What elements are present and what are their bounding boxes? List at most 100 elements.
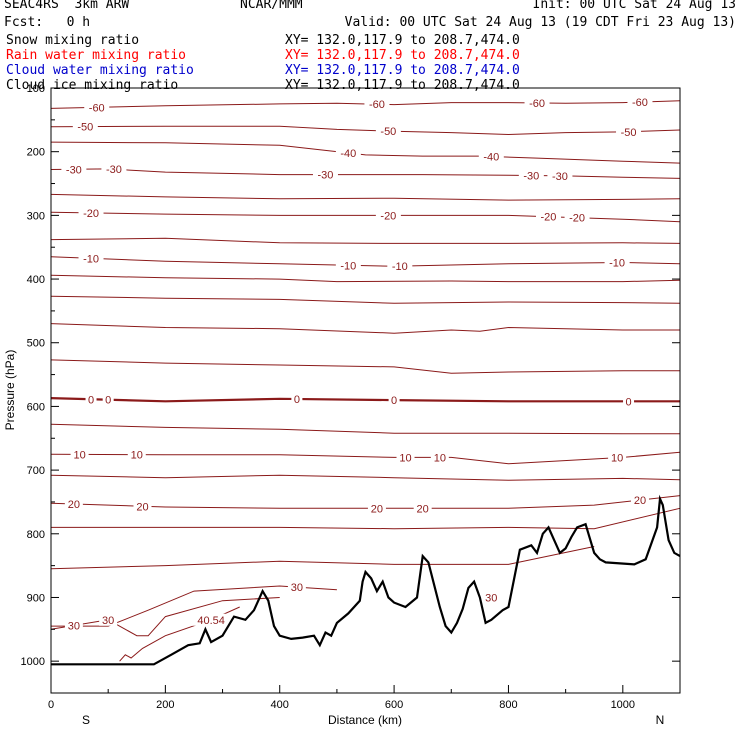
valid-label: Valid: 00 UTC Sat 24 Aug 13 (19 CDT Fri … bbox=[344, 15, 736, 30]
contour-label-bg bbox=[78, 206, 104, 219]
contour-label-bg bbox=[72, 120, 98, 133]
contour-label-bg bbox=[367, 502, 386, 515]
contour-label-bg bbox=[78, 252, 104, 265]
contour-label-18: -10 bbox=[83, 253, 99, 265]
contour-label-bg bbox=[630, 494, 649, 507]
contour-label-bg bbox=[99, 613, 118, 626]
contour-label-bg bbox=[524, 96, 550, 109]
contour-label-bg bbox=[64, 619, 83, 632]
contour-line-13 bbox=[50, 423, 680, 435]
contour-label-bg bbox=[335, 259, 361, 272]
plot-frame bbox=[50, 87, 681, 694]
contour-line-4 bbox=[50, 193, 681, 201]
contour-label-21: -10 bbox=[609, 258, 625, 270]
x-end-label-right: N bbox=[656, 713, 665, 727]
contour-label-bg bbox=[535, 210, 561, 223]
contour-label-bg bbox=[413, 502, 432, 515]
contour-label-10: -30 bbox=[106, 164, 122, 176]
contour-label-bg bbox=[608, 451, 627, 464]
contour-label-1: -60 bbox=[369, 99, 385, 111]
contour-label-39: 30 bbox=[102, 615, 114, 627]
y-tick-label-1: 200 bbox=[27, 147, 45, 159]
contour-label-bg bbox=[375, 125, 401, 138]
contour-label-bg bbox=[547, 169, 573, 182]
terrain-layer bbox=[51, 494, 681, 666]
y-tick-label-3: 400 bbox=[27, 274, 45, 286]
contour-label-31: 10 bbox=[611, 453, 623, 465]
field-xy-cloud-water: XY= 132.0,117.9 to 208.7,474.0 bbox=[285, 63, 520, 78]
contour-label-0: -60 bbox=[89, 102, 105, 114]
x-tick-label-4: 800 bbox=[499, 699, 517, 711]
fcst-label: Fcst: 0 h bbox=[4, 15, 91, 30]
x-end-label-left: S bbox=[82, 713, 90, 727]
center-label: NCAR/MMM bbox=[240, 0, 303, 12]
contour-label-7: -40 bbox=[340, 148, 356, 160]
contour-line-10 bbox=[50, 323, 680, 334]
field-name-snow: Snow mixing ratio bbox=[6, 33, 140, 48]
contour-label-15: -20 bbox=[380, 210, 396, 222]
contour-label-35: 20 bbox=[417, 503, 429, 515]
terrain-line bbox=[51, 494, 681, 666]
contour-label-34: 20 bbox=[371, 503, 383, 515]
contour-line-14 bbox=[50, 451, 681, 465]
contour-label-41: 40.54 bbox=[197, 615, 225, 627]
x-tick-label-1: 200 bbox=[156, 699, 174, 711]
contour-line-18 bbox=[50, 546, 595, 570]
contour-label-2: -60 bbox=[529, 98, 545, 110]
contour-label-16: -20 bbox=[541, 212, 557, 224]
field-xy-rain: XY= 132.0,117.9 to 208.7,474.0 bbox=[285, 48, 520, 63]
contour-label-32: 20 bbox=[68, 499, 80, 511]
x-tick-label-3: 600 bbox=[385, 699, 403, 711]
contour-label-8: -40 bbox=[483, 152, 499, 164]
contour-label-bg bbox=[127, 448, 146, 461]
contour-line-7 bbox=[50, 256, 681, 267]
contour-label-bg bbox=[291, 392, 303, 405]
contour-label-bg bbox=[388, 394, 400, 407]
contour-line-12 bbox=[50, 397, 680, 403]
contour-label-bg bbox=[604, 256, 630, 269]
contour-label-19: -10 bbox=[340, 260, 356, 272]
x-tick-label-2: 400 bbox=[271, 699, 289, 711]
y-axis-label: Pressure (hPa) bbox=[3, 350, 17, 431]
x-tick-label-0: 0 bbox=[48, 699, 54, 711]
contour-label-36: 20 bbox=[634, 495, 646, 507]
contour-label-bg bbox=[287, 581, 306, 594]
contour-label-26: 0 bbox=[625, 396, 631, 408]
contour-line-11 bbox=[50, 359, 680, 374]
contour-label-bg bbox=[518, 169, 544, 182]
contour-label-bg bbox=[396, 451, 415, 464]
contour-label-9: -30 bbox=[66, 164, 82, 176]
contour-layer: -60 -60 -60 -60 -50 -50 -50 -40 -40 -30 -30 -30 -30 -… bbox=[50, 96, 681, 662]
y-tick-label-2: 300 bbox=[27, 210, 45, 222]
contour-label-5: -50 bbox=[380, 126, 396, 138]
field-name-cloud-ice: Cloud ice mixing ratio bbox=[6, 78, 179, 93]
contour-line-8 bbox=[50, 274, 681, 283]
contour-label-12: -30 bbox=[523, 171, 539, 183]
contour-label-bg bbox=[84, 101, 110, 114]
contour-label-bg bbox=[482, 591, 501, 604]
contour-label-4: -50 bbox=[77, 122, 93, 134]
contour-label-bg bbox=[101, 163, 127, 176]
model-label: SEAC4RS 3km ARW bbox=[4, 0, 130, 12]
x-axis-label: Distance (km) bbox=[328, 713, 402, 727]
contour-line-15 bbox=[50, 474, 681, 481]
contour-label-bg bbox=[312, 168, 338, 181]
field-name-rain: Rain water mixing ratio bbox=[6, 48, 187, 63]
contour-label-bg bbox=[61, 163, 87, 176]
contour-label-bg bbox=[364, 98, 390, 111]
contour-label-bg bbox=[387, 260, 413, 273]
contour-label-17: -20 bbox=[569, 213, 585, 225]
contour-label-22: 0 bbox=[88, 394, 94, 406]
contour-label-30: 10 bbox=[434, 452, 446, 464]
contour-line-9 bbox=[50, 295, 681, 304]
contour-label-28: 10 bbox=[131, 450, 143, 462]
field-xy-cloud-ice: XY= 132.0,117.9 to 208.7,474.0 bbox=[285, 78, 520, 93]
contour-label-13: -30 bbox=[552, 171, 568, 183]
contour-label-20: -10 bbox=[392, 261, 408, 273]
contour-line-1 bbox=[50, 125, 681, 136]
contour-label-29: 10 bbox=[399, 452, 411, 464]
y-tick-label-9: 1000 bbox=[21, 656, 45, 668]
y-tick-label-6: 700 bbox=[27, 465, 45, 477]
contour-label-bg bbox=[133, 500, 152, 513]
